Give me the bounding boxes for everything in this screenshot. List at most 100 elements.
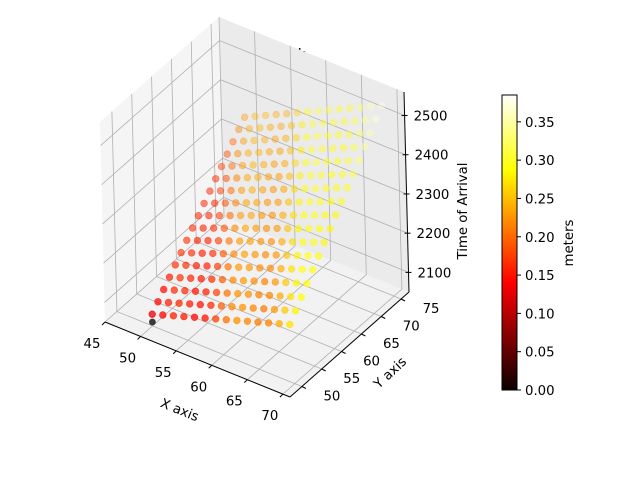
data-point — [282, 278, 290, 287]
data-point — [240, 113, 249, 121]
data-point — [293, 108, 301, 117]
data-point — [292, 134, 300, 142]
data-point — [260, 305, 268, 313]
data-point — [335, 105, 344, 113]
data-point — [298, 121, 306, 129]
x-tick-label: 50 — [119, 351, 136, 366]
scatter-points — [148, 101, 386, 329]
data-point — [254, 173, 262, 182]
data-point — [270, 160, 278, 168]
data-point — [198, 249, 206, 257]
z-tick-label: 2200 — [417, 227, 451, 242]
data-point — [212, 175, 220, 183]
data-point — [221, 199, 230, 207]
data-point — [230, 250, 238, 258]
data-point — [270, 305, 279, 314]
data-point — [245, 124, 254, 133]
data-point — [306, 198, 314, 206]
data-point — [260, 160, 268, 169]
data-point — [164, 298, 173, 307]
data-point — [301, 185, 309, 193]
data-point — [283, 109, 291, 118]
colorbar-tick-label: 0.20 — [525, 231, 555, 246]
data-point — [297, 146, 305, 154]
data-point — [356, 103, 365, 112]
data-point — [280, 185, 288, 193]
colorbar-tick-label: 0.15 — [525, 269, 555, 284]
data-point — [258, 211, 266, 220]
data-point — [367, 102, 375, 111]
data-point — [377, 101, 386, 110]
data-point — [256, 124, 264, 132]
data-point — [244, 290, 253, 298]
data-point — [304, 252, 312, 260]
data-point — [243, 174, 252, 182]
data-point — [333, 157, 342, 165]
data-point — [251, 250, 259, 259]
data-point — [250, 277, 258, 285]
colorbar-tick-label: 0.05 — [525, 346, 555, 361]
data-point — [302, 159, 310, 167]
data-point — [340, 117, 348, 126]
x-tick-label: 60 — [190, 380, 207, 395]
data-point — [297, 293, 305, 301]
data-point — [202, 288, 210, 296]
data-point — [292, 279, 301, 287]
data-point — [199, 224, 207, 232]
data-point — [346, 104, 354, 113]
data-point — [181, 287, 189, 295]
data-point — [315, 225, 324, 233]
data-point — [222, 174, 230, 183]
y-tick-label: 65 — [383, 337, 400, 352]
data-point — [313, 132, 322, 141]
data-point — [216, 187, 225, 195]
data-point — [169, 312, 178, 320]
z-tick-label: 2100 — [418, 266, 452, 281]
data-point — [171, 261, 180, 269]
data-point — [320, 238, 328, 247]
colorbar-tick-label: 0.30 — [525, 154, 555, 169]
data-point — [286, 320, 294, 329]
data-point — [235, 125, 243, 134]
data-point — [318, 145, 326, 153]
data-point — [253, 198, 261, 207]
data-point — [343, 184, 351, 192]
data-point — [239, 137, 248, 145]
colorbar-tick-label: 0.10 — [525, 307, 555, 322]
data-point — [307, 145, 316, 154]
data-point — [218, 275, 227, 284]
data-point — [190, 313, 199, 321]
data-point — [281, 159, 289, 168]
z-axis-ticks: 2100 2200 2300 2400 2500 — [401, 110, 452, 281]
data-point — [234, 289, 242, 298]
data-point — [259, 186, 267, 194]
data-point — [298, 265, 306, 274]
data-point — [186, 300, 194, 308]
axes-gridlines — [100, 16, 409, 395]
data-point — [237, 186, 246, 195]
data-point — [225, 237, 233, 245]
data-point — [207, 301, 215, 309]
data-point — [149, 318, 156, 326]
data-point — [206, 187, 214, 195]
data-point — [326, 225, 334, 233]
data-point — [256, 264, 264, 272]
data-point — [255, 148, 263, 157]
data-point — [223, 289, 231, 297]
data-point — [355, 156, 363, 165]
x-tick-label: 55 — [155, 366, 172, 381]
data-point — [277, 265, 285, 273]
data-point — [351, 117, 359, 125]
data-point — [349, 170, 357, 178]
data-point — [321, 211, 329, 219]
data-point — [187, 249, 196, 257]
data-point — [332, 211, 340, 219]
data-point — [165, 273, 174, 281]
data-point — [236, 211, 245, 220]
x-tick-label: 65 — [226, 395, 243, 410]
colorbar-ticks: 0.00 0.05 0.10 0.15 0.20 0.25 0.30 0.35 — [517, 116, 555, 399]
data-point — [247, 211, 255, 220]
data-point — [360, 142, 369, 151]
